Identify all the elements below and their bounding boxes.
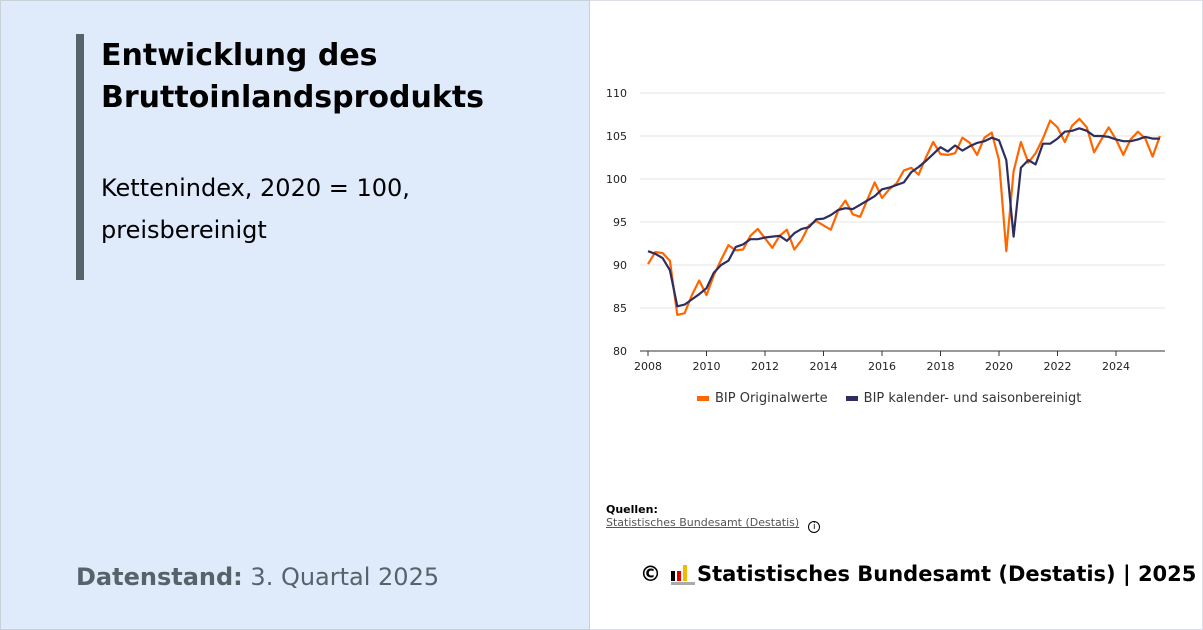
y-tick-label: 80 xyxy=(613,345,627,358)
data-status-value: 3. Quartal 2025 xyxy=(250,563,440,591)
y-tick-label: 100 xyxy=(606,173,627,186)
data-status: Datenstand: 3. Quartal 2025 xyxy=(76,563,439,591)
legend: BIP Originalwerte BIP kalender- und sais… xyxy=(697,391,1081,406)
y-tick-label: 105 xyxy=(606,130,627,143)
data-status-label: Datenstand: xyxy=(76,563,243,591)
accent-bar xyxy=(76,34,84,280)
copyright: © Statistisches Bundesamt (Destatis) | 2… xyxy=(640,562,1196,586)
sources: Quellen: Statistisches Bundesamt (Destat… xyxy=(606,503,821,533)
legend-swatch xyxy=(697,396,709,401)
x-tick-label: 2024 xyxy=(1102,360,1130,373)
info-panel: Entwicklung des Bruttoinlandsprodukts Ke… xyxy=(0,0,590,630)
x-tick-label: 2012 xyxy=(751,360,779,373)
y-tick-label: 90 xyxy=(613,259,627,272)
legend-label: BIP kalender- und saisonbereinigt xyxy=(863,391,1082,406)
legend-swatch xyxy=(845,396,858,401)
series-line-adjusted xyxy=(647,127,1160,308)
legend-label: BIP Originalwerte xyxy=(715,391,828,406)
y-tick-label: 85 xyxy=(613,302,627,315)
page-title: Entwicklung des Bruttoinlandsprodukts xyxy=(101,38,485,115)
x-tick-label: 2020 xyxy=(985,360,1013,373)
destatis-logo xyxy=(671,563,695,585)
copyright-text: Statistisches Bundesamt (Destatis) | 202… xyxy=(697,562,1197,586)
subtitle: Kettenindex, 2020 = 100, preisbereinigt xyxy=(101,174,410,244)
x-tick-label: 2014 xyxy=(810,360,838,373)
y-tick-label: 95 xyxy=(613,216,627,229)
sources-heading: Quellen: xyxy=(606,503,658,516)
x-tick-label: 2018 xyxy=(927,360,955,373)
copyright-symbol: © xyxy=(640,562,661,586)
source-link[interactable]: Statistisches Bundesamt (Destatis) xyxy=(606,516,800,529)
x-tick-label: 2022 xyxy=(1044,360,1072,373)
legend-item-original[interactable]: BIP Originalwerte xyxy=(697,391,828,406)
series-line-original xyxy=(647,117,1161,316)
x-tick-label: 2010 xyxy=(693,360,721,373)
x-tick-label: 2016 xyxy=(868,360,896,373)
legend-item-adjusted[interactable]: BIP kalender- und saisonbereinigt xyxy=(845,391,1082,406)
x-tick-label: 2008 xyxy=(634,360,662,373)
y-tick-label: 110 xyxy=(606,87,627,100)
info-icon[interactable]: i xyxy=(808,521,821,533)
